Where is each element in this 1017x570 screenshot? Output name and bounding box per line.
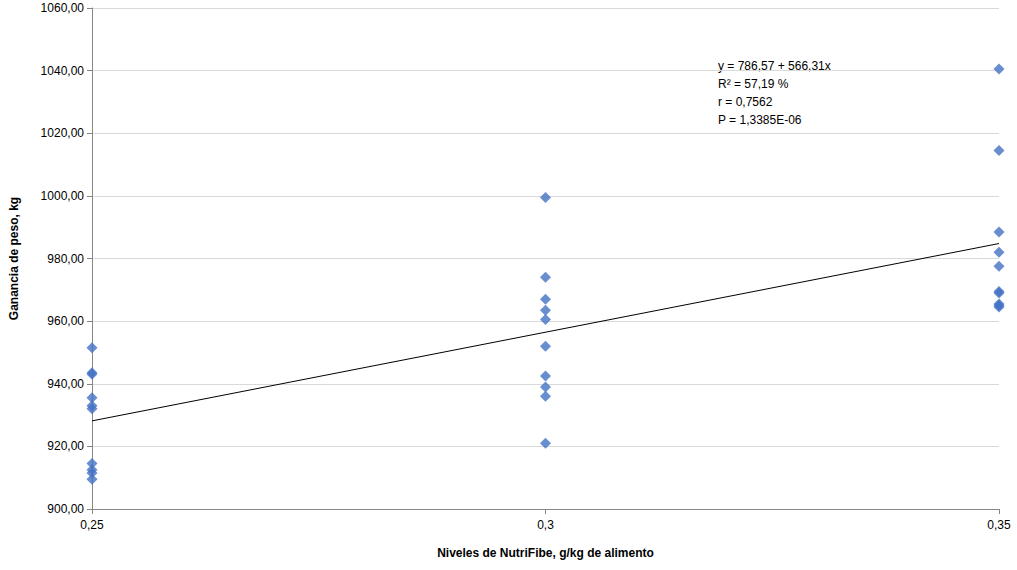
svg-text:920,00: 920,00 xyxy=(47,439,84,453)
svg-text:P = 1,3385E-06: P = 1,3385E-06 xyxy=(718,113,802,127)
svg-text:960,00: 960,00 xyxy=(47,314,84,328)
svg-text:1020,00: 1020,00 xyxy=(41,126,85,140)
svg-text:980,00: 980,00 xyxy=(47,252,84,266)
svg-text:940,00: 940,00 xyxy=(47,377,84,391)
svg-text:0,25: 0,25 xyxy=(80,518,104,532)
svg-text:Ganancia de peso, kg: Ganancia de peso, kg xyxy=(7,197,21,320)
svg-text:r = 0,7562: r = 0,7562 xyxy=(718,95,773,109)
svg-text:1040,00: 1040,00 xyxy=(41,64,85,78)
svg-text:900,00: 900,00 xyxy=(47,502,84,516)
svg-text:Niveles de NutriFibe, g/kg de: Niveles de NutriFibe, g/kg de alimento xyxy=(437,546,654,560)
svg-text:0,35: 0,35 xyxy=(987,518,1011,532)
svg-text:1060,00: 1060,00 xyxy=(41,1,85,15)
svg-text:R² = 57,19 %: R² = 57,19 % xyxy=(718,77,789,91)
svg-text:1000,00: 1000,00 xyxy=(41,189,85,203)
svg-text:0,3: 0,3 xyxy=(537,518,554,532)
svg-text:y = 786,57 + 566,31x: y = 786,57 + 566,31x xyxy=(718,59,831,73)
